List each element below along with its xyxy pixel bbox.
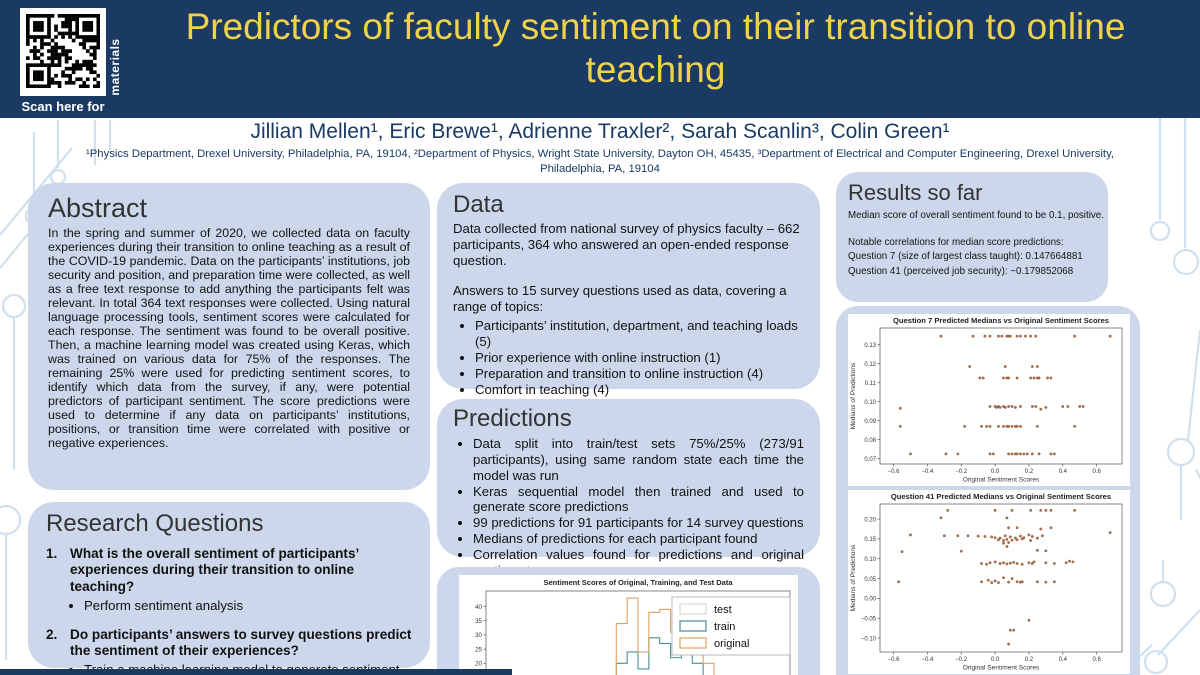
research-questions-panel: Research Questions 1. What is the overal…	[28, 502, 430, 675]
svg-text:30: 30	[475, 632, 482, 639]
qr-caption: Scan here for	[21, 99, 105, 114]
scatter-charts-panel: −0.6 −0.4 −0.2 0.0 0.2 0.4 0.6 0.07 0.08 0.09 0.10…	[836, 306, 1140, 675]
affiliations: ¹Physics Department, Drexel University, …	[0, 147, 1200, 177]
svg-text:−0.6: −0.6	[888, 469, 901, 475]
svg-text:0.4: 0.4	[1059, 469, 1068, 475]
svg-text:0.0: 0.0	[991, 657, 1000, 663]
results-q7-correlation: Question 7 (size of largest class taught…	[848, 251, 1083, 263]
svg-text:−0.05: −0.05	[861, 616, 877, 622]
poster-title: Predictors of faculty sentiment on their…	[118, 5, 1193, 92]
svg-text:−0.4: −0.4	[921, 657, 934, 663]
svg-text:−0.2: −0.2	[955, 469, 968, 475]
svg-text:0.12: 0.12	[864, 362, 876, 368]
question-number: 1.	[46, 546, 58, 561]
svg-text:0.0: 0.0	[991, 469, 1000, 475]
question-number: 2.	[46, 626, 58, 642]
data-list-intro: Answers to 15 survey questions used as d…	[453, 283, 787, 315]
q41-scatter-chart: −0.6 −0.4 −0.2 0.0 0.2 0.4 0.6 −0.10 −0.05 0.00 0.…	[850, 492, 1123, 672]
histogram-chart: 0510152025303540Sentiment Scores of Orig…	[475, 578, 791, 675]
authors: Jillian Mellen¹, Eric Brewe¹, Adrienne T…	[250, 120, 950, 143]
research-questions-title: Research Questions	[46, 510, 264, 537]
svg-text:0.2: 0.2	[1025, 469, 1034, 475]
svg-text:−0.2: −0.2	[955, 657, 968, 663]
svg-text:Question 41 Predicted Medians: Question 41 Predicted Medians vs Origina…	[891, 492, 1111, 501]
svg-text:Sentiment Scores of Original,: Sentiment Scores of Original, Training, …	[543, 578, 733, 587]
abstract-title: Abstract	[48, 193, 148, 223]
abstract-body: In the spring and summer of 2020, we col…	[48, 226, 410, 451]
svg-text:0.13: 0.13	[864, 343, 876, 349]
svg-text:Medians of Predictions: Medians of Predictions	[850, 362, 857, 429]
svg-text:0.2: 0.2	[1025, 657, 1034, 663]
qr-code-image	[26, 14, 101, 89]
question-text: Do participants’ answers to survey quest…	[70, 626, 412, 659]
research-question-item: 1. What is the overall sentiment of part…	[46, 546, 412, 614]
prediction-bullet: Medians of predictions for each particip…	[473, 531, 804, 547]
svg-text:0.05: 0.05	[864, 577, 876, 583]
q7-scatter-chart: −0.6 −0.4 −0.2 0.0 0.2 0.4 0.6 0.07 0.08 0.09 0.10…	[850, 316, 1123, 484]
data-bullet: Preparation and transition to online ins…	[475, 366, 804, 382]
byline: Jillian Mellen¹, Eric Brewe¹, Adrienne T…	[0, 120, 1200, 177]
svg-text:train: train	[714, 621, 735, 633]
svg-text:0.6: 0.6	[1092, 657, 1101, 663]
svg-text:0.6: 0.6	[1092, 469, 1101, 475]
svg-text:0.10: 0.10	[864, 400, 876, 406]
affiliations-line1: ¹Physics Department, Drexel University, …	[85, 148, 1115, 160]
svg-text:0.00: 0.00	[864, 597, 876, 603]
footer-bar	[0, 669, 512, 675]
data-bullet: Prior experience with online instruction…	[475, 350, 804, 366]
svg-text:0.11: 0.11	[865, 381, 877, 387]
svg-text:0.07: 0.07	[864, 457, 876, 463]
svg-text:test: test	[714, 604, 732, 616]
svg-text:0.10: 0.10	[864, 557, 876, 563]
q41-scatter-chart-card: −0.6 −0.4 −0.2 0.0 0.2 0.4 0.6 −0.10 −0.05 0.00 0.…	[848, 490, 1130, 674]
poster-title-line1: Predictors of faculty sentiment on their…	[185, 6, 1126, 47]
poster-header: Scan here for materials Predictors of fa…	[0, 0, 1200, 118]
svg-text:Original Sentiment Scores: Original Sentiment Scores	[963, 665, 1040, 672]
poster-title-line2: teaching	[585, 49, 726, 91]
svg-text:35: 35	[475, 618, 482, 625]
data-intro: Data collected from national survey of p…	[453, 221, 800, 269]
predictions-title: Predictions	[453, 405, 572, 432]
svg-text:0.15: 0.15	[864, 537, 876, 543]
svg-text:40: 40	[475, 604, 482, 611]
abstract-panel: Abstract In the spring and summer of 202…	[28, 183, 430, 490]
data-bullet: Participants’ institution, department, a…	[475, 318, 804, 350]
question-bullet: Perform sentiment analysis	[84, 598, 412, 614]
histogram-chart-card: 0510152025303540Sentiment Scores of Orig…	[459, 575, 798, 675]
affiliations-line2: Philadelphia, PA, 19104	[540, 162, 660, 175]
predictions-panel: Predictions Data split into train/test s…	[437, 399, 820, 578]
histogram-panel: 0510152025303540Sentiment Scores of Orig…	[437, 567, 820, 675]
data-title: Data	[453, 191, 504, 218]
qr-code	[20, 8, 106, 96]
svg-text:Original Sentiment Scores: Original Sentiment Scores	[963, 477, 1040, 484]
question-text: What is the overall sentiment of partici…	[70, 546, 359, 594]
results-panel: Results so far Median score of overall s…	[836, 172, 1108, 302]
svg-text:0.4: 0.4	[1059, 657, 1068, 663]
svg-text:0.09: 0.09	[864, 419, 876, 425]
results-correlations-intro: Notable correlations for median score pr…	[848, 237, 1064, 249]
research-question-item: 2. Do participants’ answers to survey qu…	[46, 627, 412, 675]
results-title: Results so far	[848, 180, 983, 205]
svg-text:20: 20	[475, 660, 482, 667]
results-median-line: Median score of overall sentiment found …	[848, 210, 1104, 221]
svg-text:original: original	[714, 638, 749, 650]
svg-text:0.20: 0.20	[864, 517, 876, 523]
svg-text:−0.4: −0.4	[921, 469, 934, 475]
q7-scatter-chart-card: −0.6 −0.4 −0.2 0.0 0.2 0.4 0.6 0.07 0.08 0.09 0.10…	[848, 314, 1130, 486]
data-panel: Data Data collected from national survey…	[437, 183, 820, 413]
results-q41-correlation: Question 41 (perceived job security): −0…	[848, 265, 1074, 277]
svg-text:−0.10: −0.10	[861, 636, 877, 642]
svg-text:Medians of Predictions: Medians of Predictions	[850, 544, 857, 611]
prediction-bullet: 99 predictions for 91 participants for 1…	[473, 515, 804, 531]
svg-text:−0.6: −0.6	[888, 657, 901, 663]
svg-text:0.08: 0.08	[864, 438, 876, 444]
prediction-bullet: Keras sequential model then trained and …	[473, 484, 804, 516]
data-bullet: Comfort in teaching (4)	[475, 382, 804, 398]
prediction-bullet: Data split into train/test sets 75%/25% …	[473, 436, 804, 484]
svg-text:Question 7 Predicted Medians v: Question 7 Predicted Medians vs Original…	[893, 316, 1109, 325]
svg-text:25: 25	[475, 646, 482, 653]
